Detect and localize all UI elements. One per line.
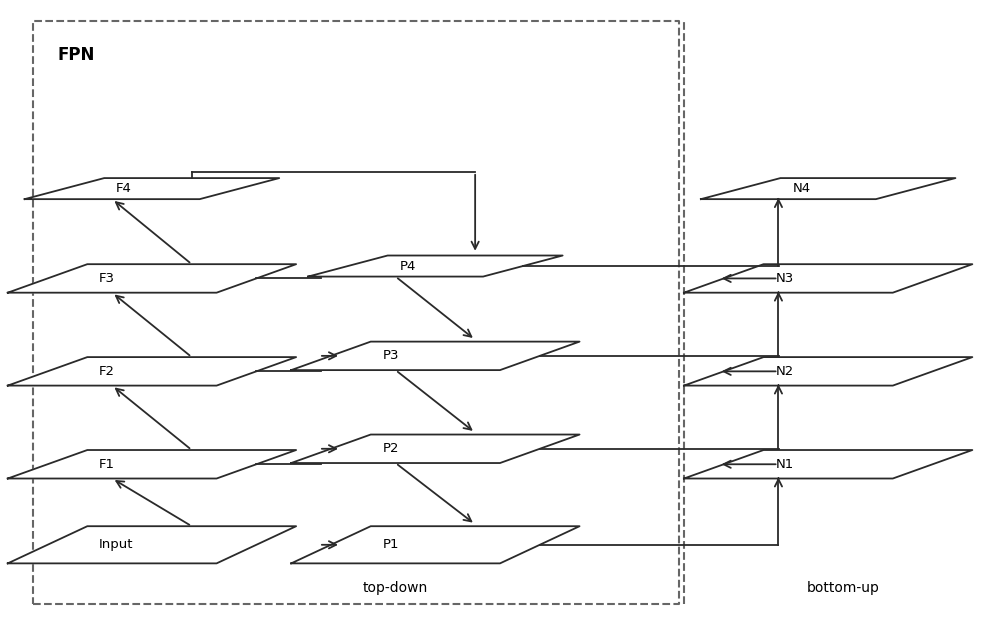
Text: top-down: top-down [363, 581, 428, 595]
Text: P4: P4 [400, 259, 416, 272]
Polygon shape [291, 434, 580, 463]
Text: F4: F4 [116, 182, 132, 195]
Polygon shape [8, 264, 296, 292]
Polygon shape [684, 450, 972, 479]
Text: F1: F1 [99, 458, 115, 471]
Polygon shape [25, 178, 279, 199]
Text: Input: Input [99, 538, 134, 551]
Text: FPN: FPN [57, 46, 95, 64]
Text: P1: P1 [383, 538, 399, 551]
Polygon shape [684, 264, 972, 292]
Text: P2: P2 [383, 442, 399, 455]
Polygon shape [308, 256, 563, 277]
Polygon shape [8, 450, 296, 479]
Text: P3: P3 [383, 349, 399, 362]
Text: F2: F2 [99, 365, 115, 378]
Text: N4: N4 [792, 182, 810, 195]
Polygon shape [8, 526, 296, 563]
Text: N3: N3 [775, 272, 794, 285]
Text: bottom-up: bottom-up [807, 581, 880, 595]
Polygon shape [701, 178, 955, 199]
Text: F3: F3 [99, 272, 115, 285]
Text: N2: N2 [775, 365, 794, 378]
Polygon shape [291, 526, 580, 563]
Polygon shape [684, 357, 972, 386]
Polygon shape [8, 357, 296, 386]
Text: N1: N1 [775, 458, 794, 471]
Polygon shape [291, 342, 580, 370]
